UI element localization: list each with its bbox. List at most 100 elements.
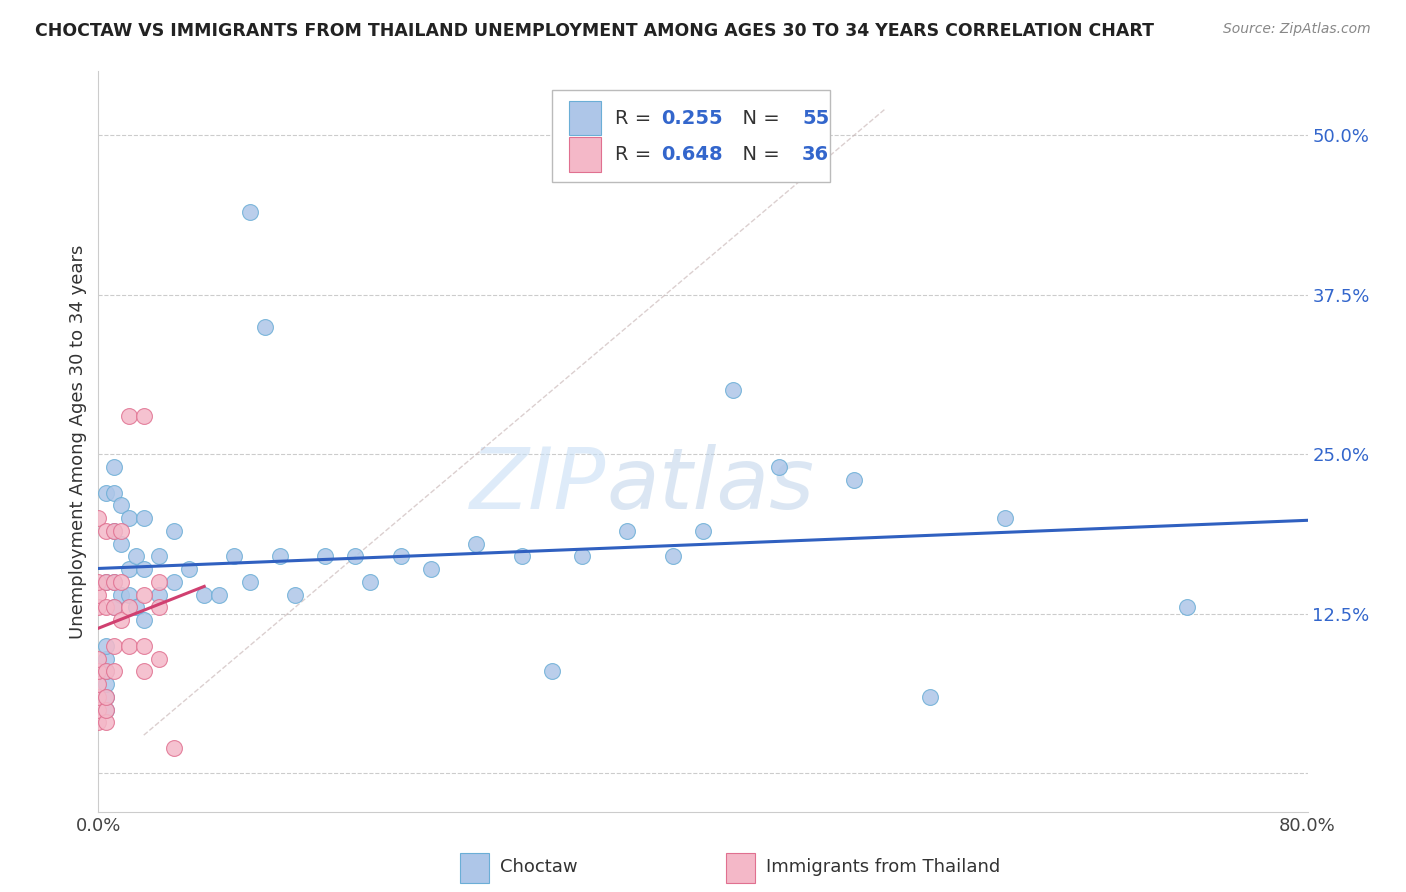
Point: [110, 613, 132, 627]
Point: [224, 549, 246, 564]
Text: R =: R =: [614, 109, 657, 128]
Point: [148, 549, 170, 564]
FancyBboxPatch shape: [460, 853, 489, 883]
Point: [918, 690, 941, 704]
Point: [94, 690, 117, 704]
Point: [94, 703, 117, 717]
Point: [110, 524, 132, 538]
Point: [208, 588, 231, 602]
Text: 55: 55: [803, 109, 830, 128]
Point: [193, 588, 215, 602]
Point: [94, 665, 117, 679]
Point: [87, 715, 110, 730]
Point: [110, 574, 132, 589]
Point: [103, 600, 125, 615]
Point: [94, 600, 117, 615]
Point: [103, 574, 125, 589]
Point: [163, 524, 186, 538]
Point: [132, 409, 155, 423]
Point: [110, 588, 132, 602]
Point: [103, 600, 125, 615]
FancyBboxPatch shape: [569, 101, 602, 136]
Text: N =: N =: [730, 145, 786, 164]
Point: [616, 524, 638, 538]
Point: [87, 600, 110, 615]
Point: [118, 562, 141, 576]
Point: [510, 549, 533, 564]
Point: [163, 740, 186, 755]
Text: 0.255: 0.255: [661, 109, 723, 128]
Point: [253, 319, 276, 334]
Point: [87, 690, 110, 704]
Point: [94, 574, 117, 589]
Point: [540, 665, 562, 679]
Point: [132, 511, 155, 525]
Point: [132, 639, 155, 653]
Point: [103, 524, 125, 538]
Point: [94, 703, 117, 717]
Point: [179, 562, 201, 576]
FancyBboxPatch shape: [551, 90, 830, 183]
Point: [87, 511, 110, 525]
Point: [87, 665, 110, 679]
Text: Choctaw: Choctaw: [501, 858, 578, 876]
Point: [94, 574, 117, 589]
Point: [571, 549, 593, 564]
Text: 36: 36: [803, 145, 830, 164]
Point: [103, 574, 125, 589]
Point: [87, 651, 110, 665]
Point: [110, 536, 132, 550]
Point: [132, 588, 155, 602]
Text: Source: ZipAtlas.com: Source: ZipAtlas.com: [1223, 22, 1371, 37]
Text: atlas: atlas: [606, 444, 814, 527]
Text: Immigrants from Thailand: Immigrants from Thailand: [766, 858, 1000, 876]
Point: [94, 665, 117, 679]
Y-axis label: Unemployment Among Ages 30 to 34 years: Unemployment Among Ages 30 to 34 years: [69, 244, 87, 639]
Point: [110, 499, 132, 513]
Point: [125, 600, 148, 615]
Point: [389, 549, 412, 564]
Point: [118, 511, 141, 525]
Text: ZIP: ZIP: [470, 444, 606, 527]
Point: [94, 524, 117, 538]
Text: N =: N =: [730, 109, 786, 128]
Point: [87, 588, 110, 602]
Point: [723, 384, 745, 398]
Point: [148, 651, 170, 665]
Point: [103, 639, 125, 653]
Point: [314, 549, 336, 564]
Point: [344, 549, 367, 564]
Point: [118, 409, 141, 423]
Point: [148, 574, 170, 589]
Point: [94, 485, 117, 500]
Point: [87, 677, 110, 691]
Text: 0.648: 0.648: [661, 145, 723, 164]
Point: [465, 536, 488, 550]
Point: [360, 574, 382, 589]
Point: [94, 690, 117, 704]
FancyBboxPatch shape: [569, 136, 602, 171]
Point: [692, 524, 714, 538]
Point: [994, 511, 1017, 525]
Point: [87, 574, 110, 589]
Point: [148, 600, 170, 615]
Point: [844, 473, 866, 487]
Point: [118, 639, 141, 653]
Point: [132, 613, 155, 627]
Point: [87, 703, 110, 717]
Point: [148, 588, 170, 602]
Point: [420, 562, 443, 576]
Point: [94, 715, 117, 730]
Point: [103, 460, 125, 475]
FancyBboxPatch shape: [725, 853, 755, 883]
Point: [239, 574, 262, 589]
Point: [103, 665, 125, 679]
Point: [94, 639, 117, 653]
Text: R =: R =: [614, 145, 657, 164]
Point: [163, 574, 186, 589]
Point: [661, 549, 683, 564]
Point: [768, 460, 790, 475]
Point: [103, 524, 125, 538]
Point: [103, 485, 125, 500]
Point: [132, 665, 155, 679]
